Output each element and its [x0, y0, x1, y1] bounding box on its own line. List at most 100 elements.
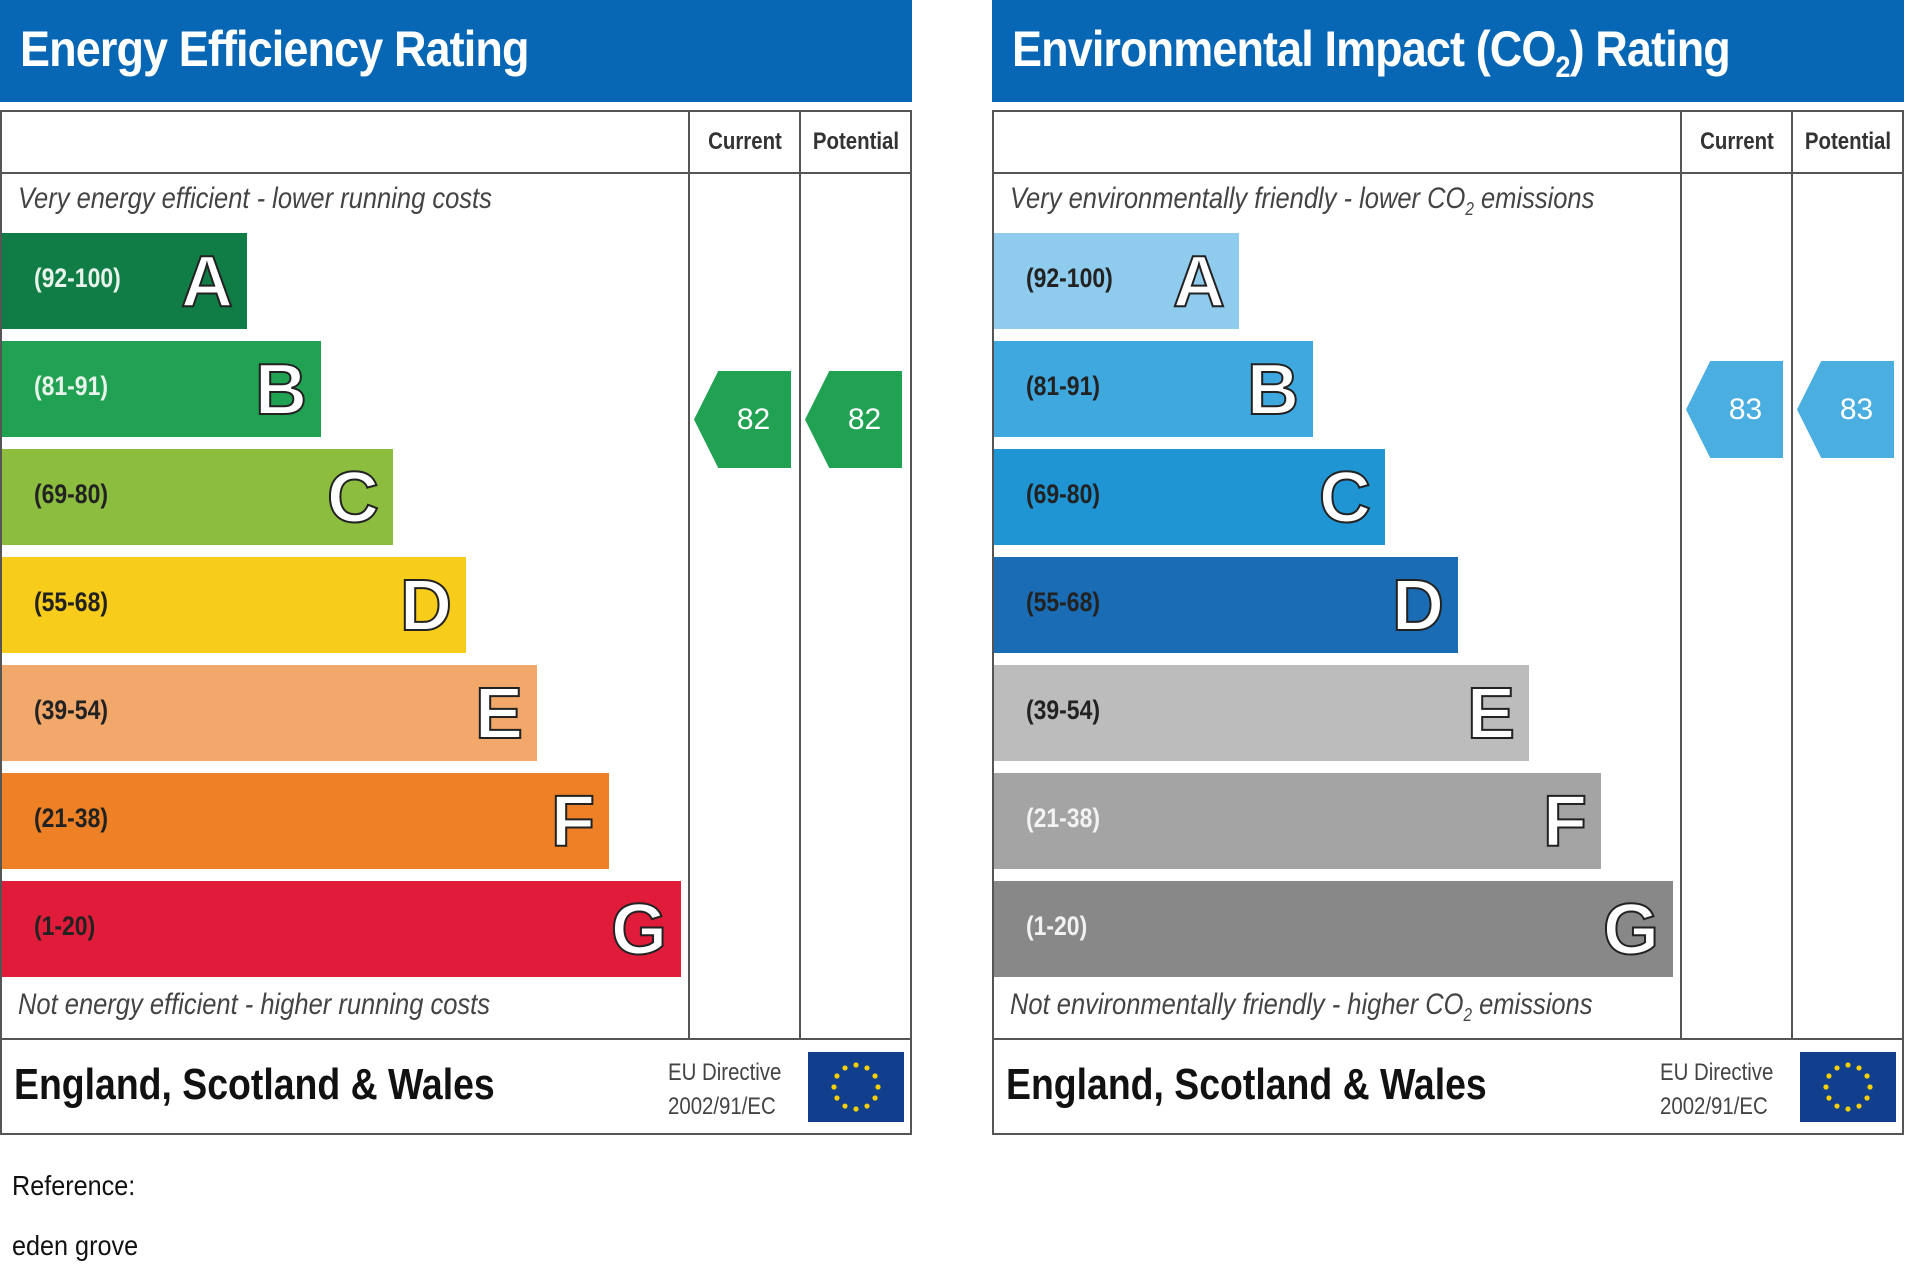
current-rating-value: 83	[1728, 393, 1763, 426]
band-range: (92-100)	[1026, 263, 1113, 293]
country-label: England, Scotland & Wales	[14, 1060, 495, 1109]
band-bar-e: (39-54) E	[994, 665, 1529, 761]
band-range: (39-54)	[34, 695, 108, 725]
bottom-note: Not energy efficient - higher running co…	[18, 988, 490, 1026]
eu-star-icon	[1826, 1073, 1832, 1079]
band-letter: D	[399, 565, 453, 647]
eu-directive-line1: EU Directive	[668, 1059, 782, 1086]
band-bar-b: (81-91) B	[994, 341, 1313, 437]
bottom-note-text-end: emissions	[1472, 988, 1593, 1021]
band-range: (55-68)	[1026, 587, 1100, 617]
eu-directive: EU Directive 2002/91/EC	[1660, 1056, 1773, 1124]
column-header-potential: Potential	[812, 128, 900, 155]
bottom-note: Not environmentally friendly - higher CO…	[1010, 988, 1593, 1026]
current-rating-arrow: 82	[694, 371, 791, 468]
eu-star-icon	[1823, 1084, 1829, 1090]
panel-title-text-end: ) Rating	[1569, 21, 1731, 77]
environmental-rating-panel: Environmental Impact (CO2) Rating Current…	[992, 0, 1904, 1135]
column-header-potential: Potential	[1804, 128, 1892, 155]
column-divider	[799, 112, 801, 1038]
band-range: (1-20)	[1026, 911, 1088, 941]
column-divider	[688, 112, 690, 1038]
panel-header: Energy Efficiency Rating	[0, 0, 912, 102]
eu-star-icon	[875, 1084, 881, 1090]
eu-star-icon	[831, 1084, 837, 1090]
panel-header: Environmental Impact (CO2) Rating	[992, 0, 1904, 102]
current-rating-value: 82	[736, 403, 771, 436]
panel-title-text: Energy Efficiency Rating	[20, 21, 529, 77]
eu-star-icon	[834, 1095, 840, 1101]
panel-title: Environmental Impact (CO2) Rating	[1012, 20, 1731, 85]
band-bar-d: (55-68) D	[994, 557, 1458, 653]
band-range: (81-91)	[1026, 371, 1100, 401]
eu-star-icon	[872, 1095, 878, 1101]
panel-title-text: Environmental Impact (CO	[1012, 21, 1556, 77]
band-range: (21-38)	[1026, 803, 1100, 833]
eu-star-icon	[853, 1062, 859, 1068]
band-bar-a: (92-100) A	[2, 233, 247, 329]
top-note-text-end: emissions	[1473, 182, 1595, 215]
eu-star-icon	[1826, 1095, 1832, 1101]
band-letter: A	[1172, 241, 1226, 323]
band-range: (21-38)	[34, 803, 108, 833]
eu-star-icon	[853, 1106, 859, 1112]
eu-star-icon	[1867, 1084, 1873, 1090]
band-bar-c: (69-80) C	[994, 449, 1385, 545]
bottom-note-text: Not environmentally friendly - higher CO	[1010, 988, 1464, 1021]
eu-star-icon	[1834, 1103, 1840, 1109]
bottom-note-text: Not energy efficient - higher running co…	[18, 988, 491, 1021]
band-letter: F	[1542, 781, 1588, 863]
band-letter: D	[1391, 565, 1445, 647]
potential-rating-value: 83	[1839, 393, 1874, 426]
column-divider	[1791, 112, 1793, 1038]
potential-rating-arrow: 82	[805, 371, 902, 468]
eu-flag-icon	[1800, 1052, 1896, 1122]
band-letter: G	[1602, 889, 1660, 971]
band-range: (39-54)	[1026, 695, 1100, 725]
reference-value: eden grove	[12, 1230, 139, 1261]
band-bar-g: (1-20) G	[994, 881, 1673, 977]
band-bar-a: (92-100) A	[994, 233, 1239, 329]
footer-divider	[994, 1038, 1902, 1040]
eu-star-icon	[1864, 1073, 1870, 1079]
header-row-divider	[994, 172, 1902, 174]
eu-star-icon	[834, 1073, 840, 1079]
band-range: (1-20)	[34, 911, 96, 941]
band-range: (92-100)	[34, 263, 121, 293]
eu-star-icon	[872, 1073, 878, 1079]
band-range: (55-68)	[34, 587, 108, 617]
band-range: (81-91)	[34, 371, 108, 401]
band-letter: C	[326, 457, 380, 539]
band-bar-g: (1-20) G	[2, 881, 681, 977]
header-row-divider	[2, 172, 910, 174]
panel-title-subscript: 2	[1555, 51, 1571, 84]
eu-star-icon	[1856, 1065, 1862, 1071]
eu-flag-icon	[808, 1052, 904, 1122]
band-bar-e: (39-54) E	[2, 665, 537, 761]
band-bar-f: (21-38) F	[994, 773, 1601, 869]
reference-label: Reference:	[12, 1170, 136, 1201]
band-bar-b: (81-91) B	[2, 341, 321, 437]
band-letter: E	[1466, 673, 1516, 755]
band-bar-c: (69-80) C	[2, 449, 393, 545]
eu-star-icon	[842, 1103, 848, 1109]
potential-rating-value: 82	[847, 403, 882, 436]
eu-star-icon	[1864, 1095, 1870, 1101]
band-bar-f: (21-38) F	[2, 773, 609, 869]
band-letter: B	[1246, 349, 1300, 431]
eu-star-icon	[864, 1103, 870, 1109]
band-letter: B	[254, 349, 308, 431]
column-header-current: Current	[708, 128, 782, 155]
column-divider	[1680, 112, 1682, 1038]
eu-star-icon	[842, 1065, 848, 1071]
top-note: Very environmentally friendly - lower CO…	[1010, 182, 1594, 220]
bottom-note-subscript: 2	[1463, 1005, 1473, 1025]
band-letter: C	[1318, 457, 1372, 539]
footer-divider	[2, 1038, 910, 1040]
column-header-current: Current	[1700, 128, 1774, 155]
band-letter: F	[550, 781, 596, 863]
energy-rating-panel: Energy Efficiency Rating Current Potential…	[0, 0, 912, 1135]
top-note: Very energy efficient - lower running co…	[18, 182, 492, 220]
top-note-text: Very energy efficient - lower running co…	[18, 182, 492, 215]
top-note-subscript: 2	[1465, 199, 1474, 219]
